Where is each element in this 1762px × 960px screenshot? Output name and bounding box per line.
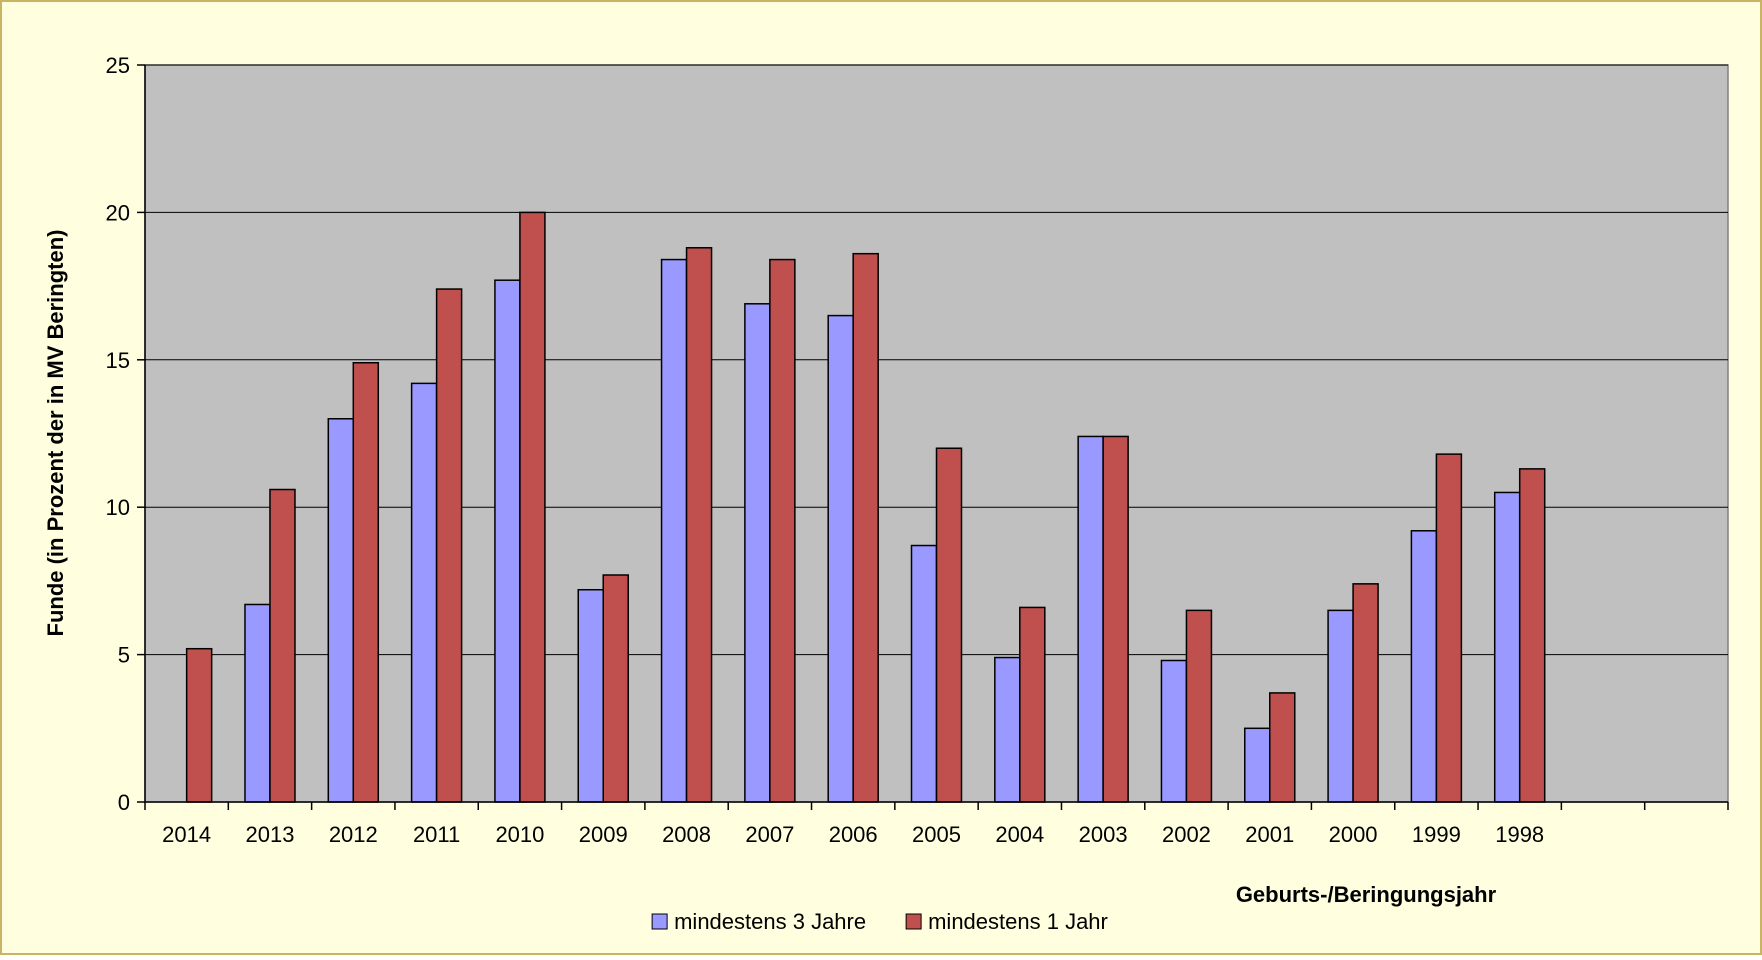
y-tick-label: 10 (106, 495, 130, 520)
x-tick-label: 2013 (245, 822, 294, 847)
bar-series-1 (910, 544, 938, 803)
bar-series-2 (852, 252, 879, 803)
y-tick-labels: 0 5 10 15 20 25 (106, 53, 130, 815)
y-tick-label: 25 (106, 53, 130, 78)
bar-series-1 (994, 656, 1021, 803)
bar-series-2 (1102, 435, 1129, 803)
x-tick-label: 2014 (162, 822, 211, 847)
bar-series-1 (660, 258, 688, 803)
bars (185, 211, 1546, 803)
bar-series-2 (269, 488, 296, 803)
y-tick-label: 15 (106, 348, 130, 373)
bar-series-2 (1518, 468, 1546, 803)
x-tick-label: 2002 (1162, 822, 1211, 847)
y-tick-label: 20 (106, 200, 130, 225)
x-tick-label: 2004 (995, 822, 1044, 847)
bar-series-1 (1160, 659, 1188, 803)
x-tick-label: 1999 (1412, 822, 1461, 847)
y-tick-label: 5 (118, 643, 130, 668)
bar-series-2 (352, 361, 380, 803)
x-tick-label: 2003 (1079, 822, 1128, 847)
axes (137, 64, 1729, 810)
x-tick-label: 2010 (495, 822, 544, 847)
bar-series-1 (327, 418, 355, 803)
x-tick-label: 2009 (579, 822, 628, 847)
legend: mindestens 3 Jahre mindestens 1 Jahr (651, 909, 1108, 934)
bar-series-2 (1435, 453, 1463, 803)
x-tick-label: 2007 (745, 822, 794, 847)
x-tick-label: 2001 (1245, 822, 1294, 847)
bar-series-2 (1185, 609, 1213, 803)
bar-series-2 (185, 647, 213, 803)
legend-label: mindestens 1 Jahr (928, 909, 1108, 934)
bar-series-1 (827, 314, 854, 803)
legend-swatch (905, 913, 922, 930)
y-tick-label: 0 (118, 790, 130, 815)
x-tick-label: 2011 (413, 822, 460, 847)
bar-series-2 (1019, 606, 1046, 803)
bar-series-1 (1244, 727, 1271, 803)
x-tick-label: 2008 (662, 822, 711, 847)
y-axis-title: Funde (in Prozent der in MV Beringten) (43, 230, 68, 637)
bar-series-1 (577, 588, 604, 803)
bar-series-2 (1269, 692, 1296, 803)
bar-series-1 (1077, 435, 1104, 803)
x-tick-label: 2006 (829, 822, 878, 847)
bar-series-2 (935, 447, 963, 803)
x-tick-label: 2012 (329, 822, 378, 847)
x-tick-labels: 2014 2013 2012 2011 2010 2009 2008 2007 2006 2005… (162, 822, 1544, 847)
bar-series-1 (1410, 530, 1438, 803)
x-tick-label: 2005 (912, 822, 961, 847)
bar-series-1 (1493, 491, 1521, 803)
bar-series-2 (602, 574, 629, 803)
bar-series-1 (494, 279, 521, 803)
bar-series-2 (769, 258, 796, 803)
bar-series-2 (519, 211, 546, 803)
bar-series-1 (244, 603, 271, 803)
bar-series-1 (410, 382, 438, 803)
x-tick-label: 2000 (1329, 822, 1378, 847)
bar-series-1 (1327, 609, 1354, 803)
bar-series-2 (685, 247, 713, 803)
bar-series-2 (1352, 583, 1379, 803)
bar-series-1 (744, 303, 771, 803)
legend-swatch (651, 913, 668, 930)
legend-label: mindestens 3 Jahre (674, 909, 866, 934)
x-axis-title: Geburts-/Beringungsjahr (1236, 882, 1497, 907)
bar-series-2 (435, 288, 463, 803)
x-tick-label: 1998 (1495, 822, 1544, 847)
